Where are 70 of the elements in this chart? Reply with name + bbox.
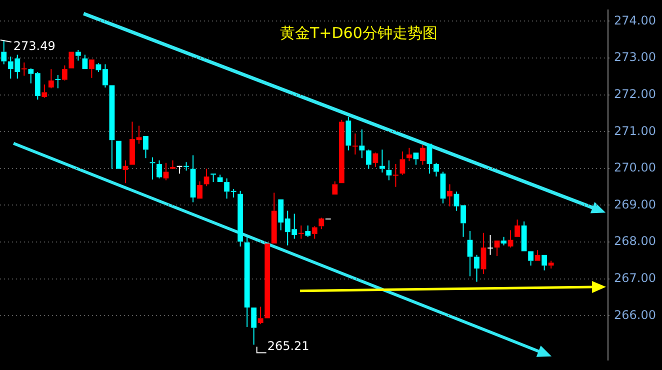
candlestick	[447, 184, 452, 207]
candlestick	[372, 153, 378, 168]
annotation: 265.21	[267, 338, 310, 353]
candlestick	[89, 60, 94, 78]
candlestick	[251, 308, 257, 346]
candlestick	[494, 240, 500, 257]
candlestick	[514, 219, 520, 237]
candlestick	[271, 192, 277, 244]
candlestick	[392, 164, 399, 188]
y-tick-label: 271.00	[614, 124, 656, 138]
candlestick	[217, 174, 223, 182]
candlestick	[440, 171, 446, 204]
candlestick	[156, 160, 162, 179]
candlestick	[318, 218, 324, 230]
candlestick	[379, 149, 385, 173]
y-tick-label: 272.00	[614, 86, 656, 101]
candlestick	[184, 162, 189, 172]
candlestick	[366, 150, 372, 170]
candlestick	[548, 260, 554, 270]
candlestick	[352, 132, 358, 155]
candlestick	[528, 251, 534, 266]
candlestick	[332, 180, 338, 195]
candlestick	[143, 136, 148, 159]
candlestick	[480, 232, 486, 275]
y-tick-label: 267.00	[614, 270, 656, 285]
candlestick	[1, 40, 7, 65]
candlestick	[238, 190, 244, 247]
candlestick	[190, 154, 196, 203]
candlestick	[474, 254, 480, 282]
candlestick	[20, 62, 28, 76]
candlestick	[508, 230, 514, 248]
candlestick	[298, 224, 304, 240]
candlestick	[501, 236, 506, 246]
candlestick	[305, 224, 311, 238]
y-tick-label: 270.00	[614, 160, 656, 175]
candlestick	[149, 156, 156, 180]
candlestick	[359, 128, 365, 159]
candlestick	[82, 54, 88, 70]
text: 黄金T+D60分钟走势图	[280, 24, 438, 43]
candlestick	[42, 84, 48, 98]
y-tick-label: 274.00	[614, 13, 656, 28]
candlestick	[521, 220, 527, 252]
y-tick-label: 269.00	[614, 197, 656, 212]
candlestick	[487, 234, 494, 256]
candlestick	[54, 74, 62, 89]
y-tick-label: 273.00	[614, 50, 656, 64]
candlestick	[204, 168, 210, 187]
candlestick	[170, 160, 176, 169]
candlestick	[163, 162, 169, 181]
candlestick	[534, 250, 540, 261]
candlestick	[420, 144, 426, 166]
candlestick	[109, 85, 115, 170]
candlestick	[197, 180, 202, 199]
annotation: 273.49	[13, 39, 56, 54]
candlestick	[386, 160, 392, 181]
candlestick	[122, 160, 128, 184]
candlestick	[210, 174, 216, 183]
candlestick	[542, 254, 548, 271]
candlestick	[406, 147, 412, 162]
y-tick-label: 266.00	[614, 308, 656, 322]
candlestick	[312, 226, 318, 240]
candlestick	[346, 116, 352, 151]
candlestick	[75, 49, 81, 62]
candlestick	[467, 230, 473, 277]
candlestick	[244, 236, 250, 328]
candlestick	[413, 152, 419, 166]
y-tick-label: 268.00	[614, 234, 656, 248]
candlestick	[434, 162, 439, 178]
candlestick	[258, 306, 264, 325]
candlestick	[400, 151, 406, 176]
